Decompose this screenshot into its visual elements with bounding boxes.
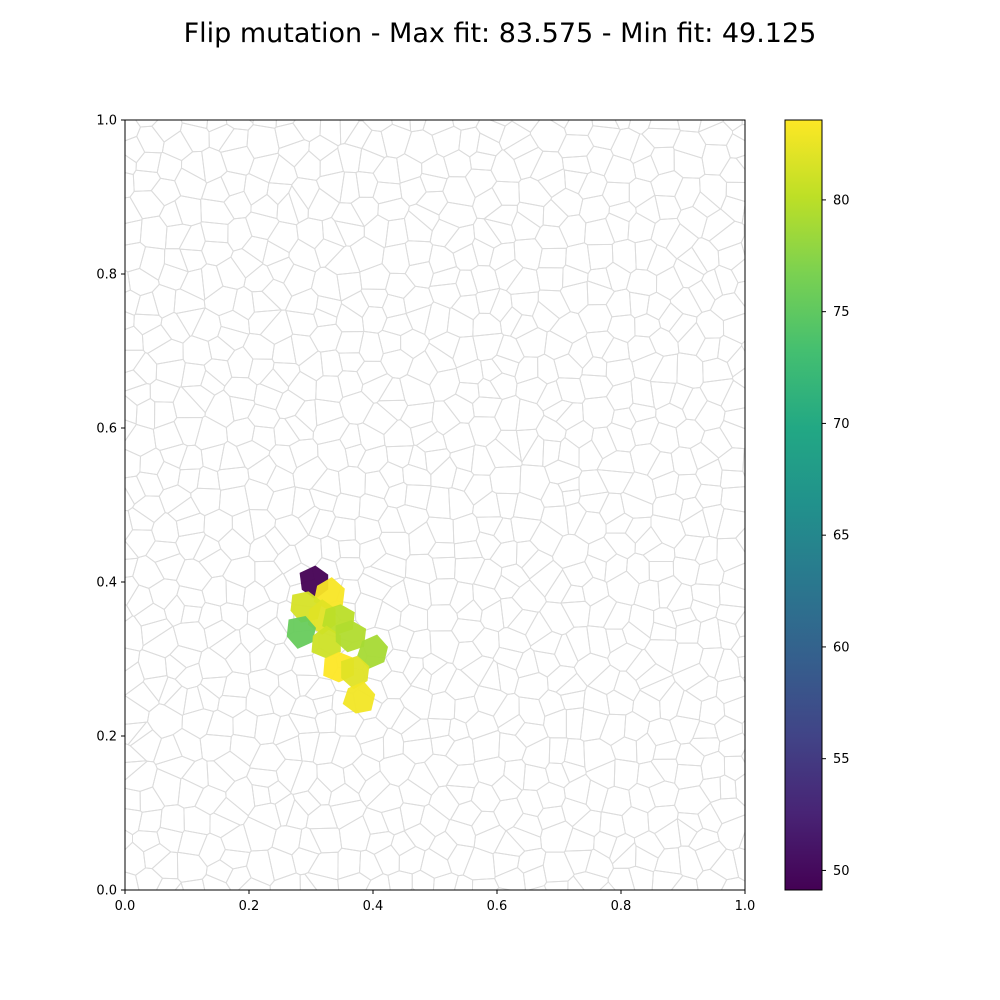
y-tick-label: 0.8 (96, 268, 117, 283)
plot-frame (124, 119, 746, 891)
voronoi-cell (732, 123, 745, 142)
x-tick-label: 0.4 (363, 899, 384, 914)
voronoi-cell (225, 865, 252, 890)
colorbar-gradient (785, 120, 822, 890)
colorbar-tick-label: 80 (833, 193, 850, 208)
colorbar-tick-label: 65 (833, 529, 850, 544)
voronoi-cell (735, 154, 745, 171)
voronoi-cell (740, 235, 745, 258)
y-axis: 0.0 0.2 0.4 0.6 0.8 1.0 (96, 114, 125, 899)
x-axis: 0.0 0.2 0.4 0.6 0.8 1.0 (115, 890, 756, 914)
voronoi-cell (744, 419, 745, 430)
voronoi-cell (304, 872, 340, 890)
voronoi-cell (709, 797, 745, 825)
colorbar-tick-label: 70 (833, 417, 850, 432)
voronoi-cell (726, 344, 745, 378)
voronoi-cell (174, 881, 185, 890)
plot-area: 0.0 0.2 0.4 0.6 0.8 1.0 0.0 0.2 0.4 0.6 0.8 1.0 (96, 114, 756, 915)
voronoi-cell (135, 867, 164, 890)
x-tick-label: 1.0 (735, 899, 756, 914)
colorbar-tick-label: 55 (833, 752, 850, 767)
voronoi-cell (695, 868, 728, 890)
fitness-cell (357, 634, 388, 669)
y-tick-label: 0.6 (96, 422, 117, 437)
voronoi-cell (735, 527, 745, 553)
voronoi-cell (365, 873, 391, 890)
fitness-cell (342, 681, 376, 714)
colorbar-frame (784, 119, 823, 891)
voronoi-cell (269, 872, 301, 890)
voronoi-cell (522, 864, 548, 890)
voronoi-cell (125, 419, 137, 442)
x-tick-label: 0.8 (611, 899, 632, 914)
voronoi-cell (628, 865, 654, 890)
voronoi-cell (415, 190, 449, 216)
colorbar-ticks: 50 55 60 65 70 75 80 (822, 193, 850, 879)
x-tick-label: 0.6 (487, 899, 508, 914)
chart-title: Flip mutation - Max fit: 83.575 - Min fi… (184, 18, 817, 49)
fitness-cells (286, 565, 388, 714)
voronoi-cell (730, 258, 745, 284)
x-tick-label: 0.0 (115, 899, 136, 914)
colorbar-tick-label: 75 (833, 305, 850, 320)
voronoi-cell (453, 874, 474, 890)
voronoi-cell (733, 280, 745, 308)
y-tick-label: 1.0 (96, 114, 117, 129)
voronoi-cell (709, 292, 745, 322)
plot-background (125, 120, 745, 890)
x-tick-label: 0.2 (239, 899, 260, 914)
y-tick-label: 0.0 (96, 884, 117, 899)
voronoi-background (125, 120, 745, 890)
fitness-cell (341, 655, 370, 690)
voronoi-cell (432, 872, 459, 890)
y-tick-label: 0.2 (96, 730, 117, 745)
fitness-cell (311, 625, 341, 659)
y-tick-label: 0.4 (96, 576, 117, 591)
colorbar: 50 55 60 65 70 75 80 (784, 119, 850, 891)
voronoi-cell (471, 877, 500, 890)
fitness-cell (335, 620, 367, 653)
voronoi-cell (738, 830, 745, 851)
voronoi-cell (651, 869, 684, 890)
voronoi-cell (720, 876, 745, 890)
voronoi-cell (125, 681, 160, 713)
colorbar-tick-label: 60 (833, 640, 850, 655)
fitness-cell (286, 616, 316, 649)
voronoi-cell (715, 675, 745, 705)
voronoi-cell (543, 880, 569, 890)
voronoi-cell (237, 877, 271, 890)
voronoi-cell (410, 887, 416, 890)
colorbar-tick-label: 50 (833, 864, 850, 879)
voronoi-cell (125, 604, 134, 623)
